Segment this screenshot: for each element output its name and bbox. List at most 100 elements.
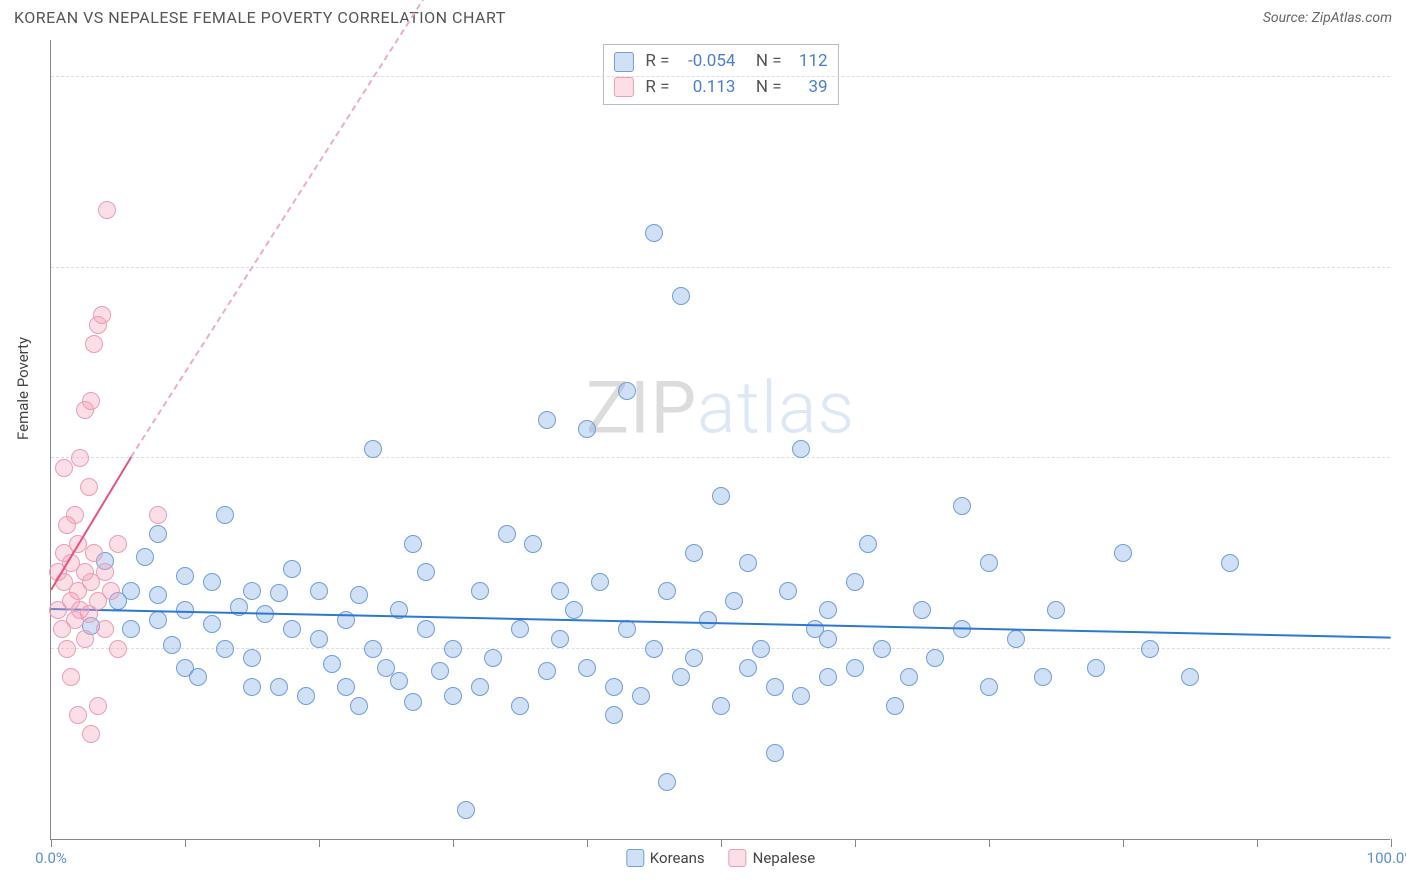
- legend-item: Koreans: [626, 849, 705, 867]
- data-point: [270, 678, 288, 696]
- data-point: [725, 592, 743, 610]
- data-point: [404, 535, 422, 553]
- series-swatch: [626, 849, 644, 867]
- data-point: [819, 601, 837, 619]
- data-point: [524, 535, 542, 553]
- stats-row: R =-0.054 N =112: [613, 49, 827, 75]
- legend-label: Nepalese: [753, 849, 816, 867]
- r-value: -0.054: [677, 49, 735, 75]
- data-point: [645, 640, 663, 658]
- x-tick: [989, 839, 990, 847]
- data-point: [93, 306, 111, 324]
- data-point: [792, 440, 810, 458]
- data-point: [471, 678, 489, 696]
- data-point: [591, 573, 609, 591]
- x-tick: [587, 839, 588, 847]
- x-tick: [319, 839, 320, 847]
- x-tick: [1391, 839, 1392, 847]
- series-swatch: [613, 52, 633, 72]
- data-point: [350, 697, 368, 715]
- data-point: [578, 420, 596, 438]
- data-point: [243, 649, 261, 667]
- data-point: [431, 662, 449, 680]
- data-point: [417, 563, 435, 581]
- data-point: [873, 640, 891, 658]
- data-point: [310, 630, 328, 648]
- x-tick-label: 0.0%: [35, 849, 67, 867]
- data-point: [136, 548, 154, 566]
- data-point: [243, 678, 261, 696]
- data-point: [498, 525, 516, 543]
- data-point: [85, 544, 103, 562]
- n-value: 112: [790, 49, 828, 75]
- data-point: [1087, 659, 1105, 677]
- data-point: [538, 411, 556, 429]
- data-point: [89, 697, 107, 715]
- data-point: [953, 497, 971, 515]
- data-point: [350, 586, 368, 604]
- gridline: [51, 76, 1390, 77]
- data-point: [819, 630, 837, 648]
- data-point: [926, 649, 944, 667]
- source-label: Source: ZipAtlas.com: [1263, 10, 1392, 26]
- x-tick: [453, 839, 454, 847]
- data-point: [859, 535, 877, 553]
- data-point: [819, 668, 837, 686]
- data-point: [109, 640, 127, 658]
- chart-plot-area: ZIPatlas R =-0.054 N =112R =0.113 N =39 …: [50, 40, 1390, 840]
- data-point: [471, 582, 489, 600]
- data-point: [538, 662, 556, 680]
- data-point: [645, 224, 663, 242]
- r-label: R =: [645, 49, 669, 75]
- data-point: [122, 582, 140, 600]
- data-point: [551, 582, 569, 600]
- data-point: [66, 506, 84, 524]
- data-point: [766, 678, 784, 696]
- data-point: [149, 506, 167, 524]
- data-point: [792, 687, 810, 705]
- data-point: [752, 640, 770, 658]
- n-value: 39: [790, 75, 828, 101]
- data-point: [310, 582, 328, 600]
- r-label: R =: [645, 75, 669, 101]
- data-point: [109, 535, 127, 553]
- data-point: [672, 668, 690, 686]
- data-point: [980, 678, 998, 696]
- data-point: [457, 801, 475, 819]
- n-label: N =: [747, 75, 781, 101]
- data-point: [685, 649, 703, 667]
- data-point: [886, 697, 904, 715]
- data-point: [980, 554, 998, 572]
- data-point: [739, 554, 757, 572]
- data-point: [62, 668, 80, 686]
- data-point: [76, 630, 94, 648]
- data-point: [1141, 640, 1159, 658]
- data-point: [85, 335, 103, 353]
- data-point: [98, 201, 116, 219]
- data-point: [766, 744, 784, 762]
- data-point: [900, 668, 918, 686]
- data-point: [69, 706, 87, 724]
- data-point: [297, 687, 315, 705]
- x-tick: [1123, 839, 1124, 847]
- data-point: [96, 563, 114, 581]
- data-point: [364, 440, 382, 458]
- gridline: [51, 457, 1390, 458]
- data-point: [270, 584, 288, 602]
- data-point: [712, 487, 730, 505]
- data-point: [699, 611, 717, 629]
- data-point: [404, 693, 422, 711]
- data-point: [1114, 544, 1132, 562]
- x-tick-label: 100.0%: [1367, 849, 1406, 867]
- data-point: [672, 287, 690, 305]
- data-point: [102, 582, 120, 600]
- data-point: [203, 615, 221, 633]
- stats-row: R =0.113 N =39: [613, 75, 827, 101]
- data-point: [55, 459, 73, 477]
- data-point: [913, 601, 931, 619]
- data-point: [511, 620, 529, 638]
- data-point: [444, 640, 462, 658]
- data-point: [364, 640, 382, 658]
- watermark: ZIPatlas: [586, 365, 855, 450]
- data-point: [618, 382, 636, 400]
